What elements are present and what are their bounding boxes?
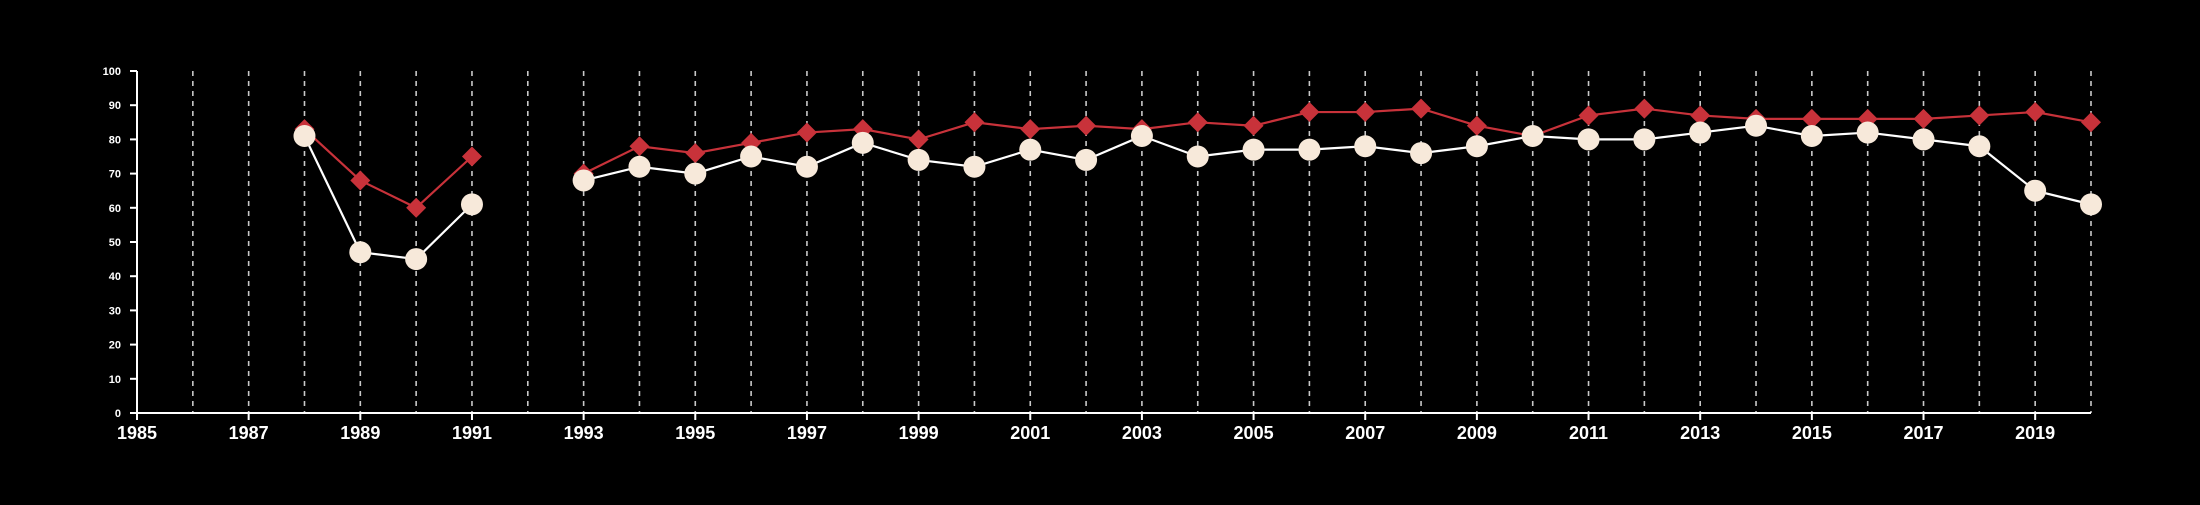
point-circle-2013 xyxy=(1689,121,1712,144)
x-tick-label: 2019 xyxy=(2015,423,2055,443)
point-circle-1999 xyxy=(907,148,930,171)
x-tick-label: 2005 xyxy=(1234,423,1274,443)
series-layer xyxy=(293,98,2102,271)
point-circle-1994 xyxy=(628,155,651,178)
point-diamond-2008 xyxy=(1411,98,1432,119)
point-diamond-2009 xyxy=(1466,115,1487,136)
point-diamond-2006 xyxy=(1299,102,1320,123)
x-tick-label: 2009 xyxy=(1457,423,1497,443)
x-tick-label: 2007 xyxy=(1345,423,1385,443)
axis-layer: 0 10 20 30 40 50 60 70 80 90 100 1985 1987 1989 1991 19… xyxy=(103,66,2091,443)
x-tick-label: 1985 xyxy=(117,423,157,443)
point-diamond-1990 xyxy=(406,197,427,218)
point-diamond-2012 xyxy=(1634,98,1655,119)
point-diamond-1994 xyxy=(629,136,650,157)
series-line-circle xyxy=(303,135,473,261)
point-circle-2018 xyxy=(1968,135,1991,158)
x-tick-label: 1991 xyxy=(452,423,492,443)
point-diamond-2017 xyxy=(1913,108,1934,129)
x-tick-label: 2015 xyxy=(1792,423,1832,443)
point-circle-2017 xyxy=(1912,128,1935,151)
series-line-diamond xyxy=(583,107,2092,175)
y-tick-label: 40 xyxy=(109,271,121,283)
point-diamond-2002 xyxy=(1076,115,1097,136)
series-line-circle xyxy=(583,124,2092,206)
point-circle-2015 xyxy=(1800,124,1823,147)
y-tick-label: 70 xyxy=(109,169,121,181)
point-circle-2005 xyxy=(1242,138,1265,161)
x-tick-label: 2011 xyxy=(1569,423,1608,443)
point-diamond-1991 xyxy=(461,146,482,167)
point-circle-2012 xyxy=(1633,128,1656,151)
y-tick-label: 0 xyxy=(115,408,121,420)
point-circle-1988 xyxy=(293,124,316,147)
grid-layer xyxy=(192,71,2092,413)
y-tick-label: 50 xyxy=(109,237,121,249)
x-tick-label: 2013 xyxy=(1680,423,1720,443)
x-tick-label: 1999 xyxy=(899,423,939,443)
point-diamond-2007 xyxy=(1355,102,1376,123)
point-circle-2003 xyxy=(1130,124,1153,147)
x-tick-label: 1993 xyxy=(564,423,604,443)
series-diamond xyxy=(294,98,2101,218)
y-tick-label: 100 xyxy=(103,66,121,78)
point-circle-2007 xyxy=(1354,135,1377,158)
point-circle-2009 xyxy=(1465,135,1488,158)
point-circle-2001 xyxy=(1019,138,1042,161)
point-circle-2010 xyxy=(1521,124,1544,147)
series-line-diamond xyxy=(303,128,473,210)
point-circle-1989 xyxy=(349,241,372,264)
point-diamond-1997 xyxy=(796,122,817,143)
y-tick-label: 60 xyxy=(109,203,121,215)
point-diamond-2005 xyxy=(1243,115,1264,136)
point-circle-2016 xyxy=(1856,121,1879,144)
point-diamond-2000 xyxy=(964,112,985,133)
point-diamond-2016 xyxy=(1857,108,1878,129)
y-tick-label: 80 xyxy=(109,134,121,146)
point-diamond-2011 xyxy=(1578,105,1599,126)
point-circle-2000 xyxy=(963,155,986,178)
point-circle-1991 xyxy=(460,193,483,216)
point-diamond-2013 xyxy=(1690,105,1711,126)
point-circle-2002 xyxy=(1075,148,1098,171)
point-circle-2019 xyxy=(2024,179,2047,202)
point-circle-1998 xyxy=(851,131,874,154)
y-tick-label: 30 xyxy=(109,305,121,317)
y-tick-label: 10 xyxy=(109,374,121,386)
point-circle-2020 xyxy=(2080,193,2102,216)
point-circle-2004 xyxy=(1186,145,1209,168)
point-diamond-2020 xyxy=(2081,112,2101,133)
point-diamond-2015 xyxy=(1801,108,1822,129)
x-tick-label: 2003 xyxy=(1122,423,1162,443)
x-tick-label: 1989 xyxy=(340,423,380,443)
point-diamond-1989 xyxy=(350,170,371,191)
point-diamond-2001 xyxy=(1020,119,1041,140)
point-diamond-2004 xyxy=(1187,112,1208,133)
x-tick-label: 2017 xyxy=(1903,423,1943,443)
x-tick-label: 2001 xyxy=(1010,423,1050,443)
point-circle-1996 xyxy=(740,145,763,168)
point-circle-1995 xyxy=(684,162,707,185)
point-diamond-2018 xyxy=(1969,105,1990,126)
point-diamond-1995 xyxy=(685,143,706,164)
point-circle-2006 xyxy=(1298,138,1321,161)
x-tick-label: 1997 xyxy=(787,423,827,443)
y-tick-label: 20 xyxy=(109,340,121,352)
point-circle-1997 xyxy=(795,155,818,178)
point-circle-2014 xyxy=(1745,114,1768,137)
x-tick-label: 1995 xyxy=(675,423,715,443)
point-diamond-1999 xyxy=(908,129,929,150)
point-circle-2008 xyxy=(1410,142,1433,165)
point-circle-1993 xyxy=(572,169,595,192)
point-circle-2011 xyxy=(1577,128,1600,151)
point-circle-1990 xyxy=(405,248,428,271)
y-tick-label: 90 xyxy=(109,100,121,112)
x-tick-label: 1987 xyxy=(229,423,269,443)
series-circle xyxy=(293,114,2102,271)
point-diamond-2019 xyxy=(2025,102,2046,123)
